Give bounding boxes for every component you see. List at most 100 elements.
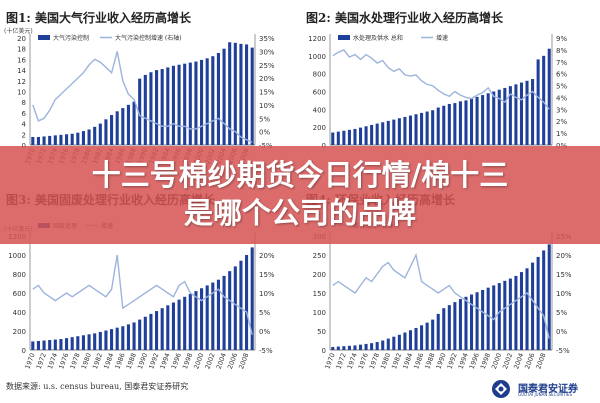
y-tick-label-right: 10% bbox=[259, 290, 275, 298]
bar bbox=[381, 122, 385, 145]
bar bbox=[375, 342, 379, 350]
publisher-logo: 国泰君安证券 GUOTAI JUNAN SECURITIES bbox=[490, 379, 598, 399]
bar bbox=[386, 120, 390, 145]
y-tick-label-left: 200 bbox=[13, 328, 26, 336]
y-tick-label-left: 18 bbox=[17, 46, 26, 54]
bar bbox=[245, 44, 249, 145]
bar bbox=[531, 79, 535, 145]
y-tick-label-right: 8% bbox=[556, 47, 567, 55]
bar bbox=[160, 69, 164, 145]
y-tick-label-right: 4% bbox=[556, 94, 567, 102]
bar bbox=[53, 339, 57, 350]
bar bbox=[98, 123, 102, 145]
headline[interactable]: 十三号棉纱期货今日行情/棉十三 是哪个公司的品牌 bbox=[40, 156, 560, 232]
bar bbox=[547, 244, 551, 350]
bar bbox=[115, 327, 119, 350]
bar bbox=[431, 319, 435, 350]
bar bbox=[216, 52, 220, 146]
logo-name: 国泰君安证券 bbox=[518, 384, 578, 395]
bar bbox=[48, 340, 52, 350]
bar bbox=[431, 110, 435, 145]
bar bbox=[525, 80, 529, 145]
growth-line bbox=[332, 252, 550, 339]
y-tick-label-left: 8 bbox=[22, 99, 26, 107]
bar bbox=[420, 112, 424, 145]
bar bbox=[542, 250, 546, 350]
bar bbox=[200, 288, 204, 350]
bar bbox=[414, 114, 418, 145]
logo-emblem-icon bbox=[492, 380, 510, 398]
y-tick-label-right: 25% bbox=[259, 62, 275, 70]
bar bbox=[160, 308, 164, 350]
bar bbox=[420, 325, 424, 350]
bar bbox=[76, 336, 80, 350]
y-tick-label-right: 3% bbox=[556, 106, 567, 114]
bar bbox=[519, 272, 524, 350]
bar bbox=[503, 87, 507, 145]
bar bbox=[481, 95, 485, 145]
bar bbox=[447, 305, 451, 350]
bar bbox=[425, 322, 429, 350]
y-tick-label-left: 14 bbox=[17, 67, 26, 75]
bar bbox=[514, 84, 518, 145]
y-tick-label-left: 0 bbox=[322, 347, 326, 355]
bar bbox=[177, 299, 181, 350]
legend-swatch-bar bbox=[338, 35, 350, 40]
bar bbox=[364, 343, 368, 350]
bar bbox=[87, 129, 91, 145]
bar bbox=[81, 131, 85, 145]
bar bbox=[59, 134, 63, 145]
bar bbox=[81, 335, 85, 350]
y-tick-label-left: 200 bbox=[313, 124, 326, 132]
bar bbox=[59, 339, 63, 350]
bar bbox=[403, 116, 407, 145]
bar bbox=[245, 255, 249, 350]
bar bbox=[121, 108, 125, 145]
bar bbox=[469, 294, 474, 350]
bar bbox=[392, 119, 396, 145]
bar bbox=[542, 55, 546, 146]
y-tick-label-right: 5% bbox=[556, 83, 567, 91]
bar bbox=[508, 278, 512, 350]
bar bbox=[508, 86, 512, 145]
bar bbox=[492, 285, 496, 350]
bar bbox=[143, 74, 147, 145]
bar bbox=[475, 96, 479, 145]
y-tick-label-right: 0% bbox=[259, 129, 270, 137]
y-tick-label-right: 20% bbox=[556, 252, 572, 260]
source-note: 数据来源: u.s. census bureau, 国泰君安证券研究 bbox=[6, 382, 189, 391]
headline-line-1: 十三号棉纱期货今日行情/棉十三 bbox=[91, 158, 509, 192]
bar bbox=[464, 100, 468, 145]
bar bbox=[386, 338, 390, 350]
bar bbox=[408, 330, 413, 350]
y-tick-label-left: 150 bbox=[313, 290, 326, 298]
y-tick-label-left: 600 bbox=[13, 290, 26, 298]
bar bbox=[138, 78, 142, 145]
bar bbox=[110, 115, 114, 145]
bar bbox=[458, 299, 462, 350]
bar bbox=[250, 247, 254, 350]
bar bbox=[115, 111, 119, 145]
bar bbox=[194, 291, 198, 350]
growth-line bbox=[32, 51, 253, 143]
legend-label: 水处理及供水 总和 bbox=[353, 34, 403, 42]
bar bbox=[171, 65, 175, 145]
bar bbox=[436, 313, 440, 350]
bar bbox=[331, 346, 335, 350]
growth-line bbox=[32, 254, 253, 335]
bar bbox=[492, 91, 496, 145]
bar bbox=[453, 302, 457, 350]
y-tick-label-left: 6 bbox=[22, 110, 27, 118]
y-tick-label-right: 5% bbox=[556, 309, 567, 317]
x-tick-label: 2008 bbox=[237, 352, 250, 370]
bar bbox=[87, 334, 91, 350]
bar bbox=[447, 103, 451, 145]
bar bbox=[42, 136, 46, 145]
bar bbox=[497, 283, 501, 350]
bar bbox=[358, 127, 363, 145]
bar bbox=[233, 266, 237, 350]
bar bbox=[65, 338, 69, 350]
bar bbox=[132, 322, 136, 350]
bar bbox=[166, 67, 170, 145]
headline-banner bbox=[0, 146, 600, 244]
